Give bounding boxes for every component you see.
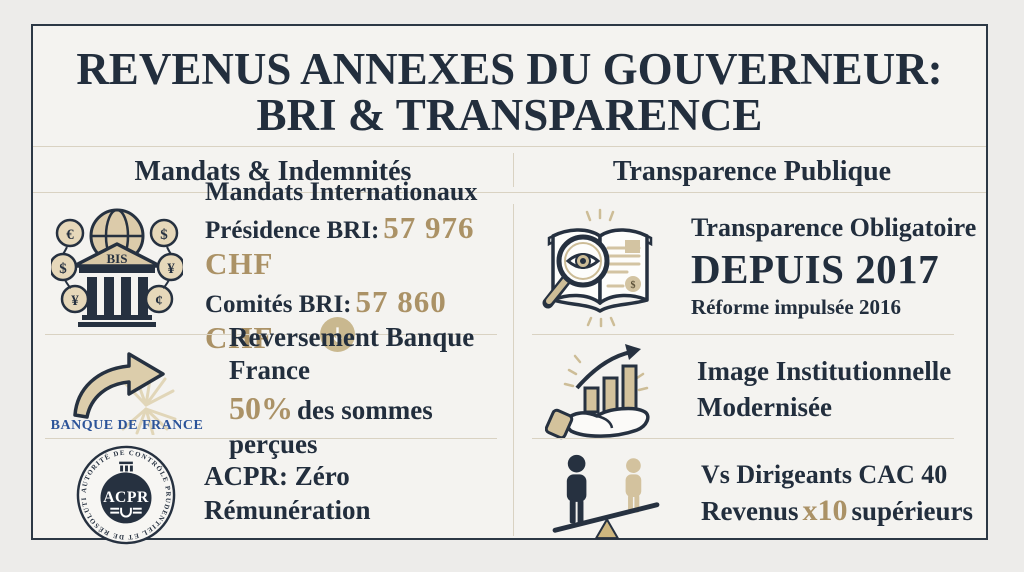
coin-usd: $ <box>160 227 168 243</box>
title-divider <box>33 146 986 147</box>
coin-cent: ¢ <box>155 293 163 309</box>
seesaw-comparison-icon-svg <box>552 454 660 540</box>
left-row-mandats-internationaux: BIS € $ $ ¥ ¥ <box>51 177 509 355</box>
mandats-text-block: Mandats Internationaux Présidence BRI: 5… <box>205 176 509 357</box>
right-column-header: Transparence Publique <box>612 156 892 187</box>
cac40-heading: Vs Dirigeants CAC 40 <box>701 460 948 490</box>
page-title-line2: BRI & TRANSPARENCE <box>256 90 763 140</box>
bis-bank-icon: BIS € $ $ ¥ ¥ <box>51 203 183 329</box>
infographic-frame: REVENUS ANNEXES DU GOUVERNEUR: BRI & TRA… <box>31 24 988 545</box>
right-row1-divider <box>532 334 954 335</box>
right-row2-divider <box>532 438 954 439</box>
presidence-label: Présidence BRI: <box>205 217 380 245</box>
header-column-divider <box>513 153 514 187</box>
image-heading-line2: Modernisée <box>697 392 832 422</box>
coin-eur: € <box>66 227 74 243</box>
reversement-value: 50% <box>229 390 293 426</box>
coin-usd2: $ <box>59 261 67 277</box>
reversement-rest: des sommes perçues <box>229 395 433 459</box>
acpr-seal-label: ACPR <box>103 489 149 506</box>
down-arrow-icon: ↓ <box>320 317 355 352</box>
header-bottom-divider <box>33 192 986 193</box>
left-column-header: Mandats & Indemnités <box>134 156 412 187</box>
cac40-text-block: Vs Dirigeants CAC 40 Revenus x10 supérie… <box>701 459 973 528</box>
reforme-subtext: Réforme impulsée 2016 <box>691 295 901 320</box>
left-row2-divider <box>45 438 497 439</box>
hand-growth-chart-icon <box>545 340 663 440</box>
reversement-text-block: Reversement Banque France 50% des sommes… <box>229 321 509 462</box>
right-row-transparence: $ Transparence Obligatoire DEPUIS 2017 R… <box>525 200 987 332</box>
comites-value: 57 860 CHF <box>205 284 447 356</box>
hand-growth-chart-icon-svg <box>545 344 650 440</box>
currency-coins: € $ $ ¥ ¥ ¢ <box>51 218 183 314</box>
revenus-prefix: Revenus <box>701 495 799 526</box>
left-row-reversement: BANQUE DE FRANCE Reversement Banque Fran… <box>51 322 509 459</box>
book-dollar-symbol: $ <box>631 280 636 291</box>
revenus-line: Revenus x10 supérieurs <box>701 494 973 529</box>
acpr-seal: AUTORITÉ DE CONTRÔLE PRUDENTIEL ET DE RÉ… <box>75 443 177 545</box>
book-magnifier-icon: $ <box>539 204 661 328</box>
page-title-line1: REVENUS ANNEXES DU GOUVERNEUR: <box>76 44 943 94</box>
acpr-text-block: ACPR: Zéro Rémunération <box>204 460 509 528</box>
sparkles <box>585 208 616 328</box>
book-magnifier-icon-svg: $ <box>542 208 653 328</box>
reversement-line: 50% des sommes perçues <box>229 390 509 462</box>
revenus-suffix: supérieurs <box>851 495 974 526</box>
right-row-cac40: Vs Dirigeants CAC 40 Revenus x10 supérie… <box>525 446 987 542</box>
revenus-multiplier: x10 <box>802 493 848 527</box>
banque-de-france-wordmark: BANQUE DE FRANCE <box>51 418 203 433</box>
acpr-wings-glyph <box>110 507 142 518</box>
image-text-block: Image Institutionnelle Modernisée <box>697 355 951 425</box>
banque-de-france-logo-svg: BANQUE DE FRANCE <box>51 352 203 435</box>
page-title: REVENUS ANNEXES DU GOUVERNEUR: BRI & TRA… <box>33 46 986 138</box>
acpr-seal-svg: AUTORITÉ DE CONTRÔLE PRUDENTIEL ET DE RÉ… <box>75 443 176 545</box>
acpr-building-glyph <box>119 461 133 472</box>
bis-label: BIS <box>107 251 128 266</box>
presidence-value: 57 976 CHF <box>205 210 475 282</box>
presidence-line: Présidence BRI: 57 976 CHF <box>205 210 509 282</box>
depuis-2017: DEPUIS 2017 <box>691 246 940 293</box>
right-row-image: Image Institutionnelle Modernisée <box>525 344 987 440</box>
person-tan <box>625 458 642 513</box>
bis-bank-icon-svg: BIS € $ $ ¥ ¥ <box>51 208 183 327</box>
sparkles <box>563 354 649 392</box>
mandats-heading: Mandats Internationaux <box>205 176 478 206</box>
acpr-heading: ACPR: Zéro Rémunération <box>204 461 371 525</box>
left-row1-divider <box>45 334 497 335</box>
transparence-heading: Transparence Obligatoire <box>691 212 977 242</box>
reversement-heading: Reversement Banque France <box>229 321 475 386</box>
left-row-acpr: AUTORITÉ DE CONTRÔLE PRUDENTIEL ET DE RÉ… <box>51 443 509 545</box>
person-navy <box>566 454 587 524</box>
comites-label: Comités BRI: <box>205 291 352 319</box>
comites-line: Comités BRI: 57 860 CHF <box>205 284 509 356</box>
seesaw-comparison-icon <box>547 446 665 542</box>
banque-de-france-logo: BANQUE DE FRANCE <box>51 347 203 435</box>
coin-yen: ¥ <box>167 261 175 277</box>
content-column-divider <box>513 204 514 536</box>
transparence-text-block: Transparence Obligatoire DEPUIS 2017 Réf… <box>691 212 976 321</box>
image-heading-line1: Image Institutionnelle <box>697 356 952 387</box>
coin-yen2: ¥ <box>71 293 79 309</box>
